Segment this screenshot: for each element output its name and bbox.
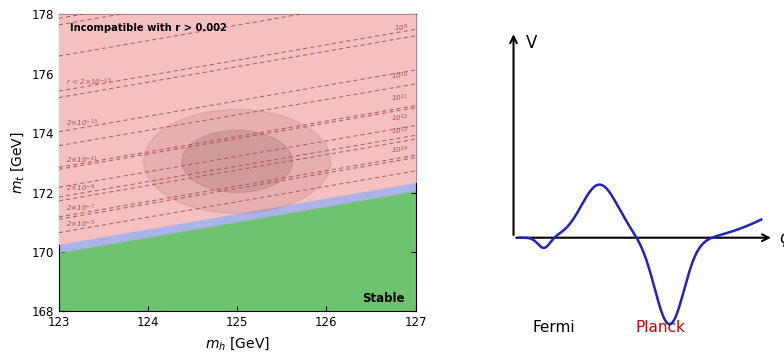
Text: $\phi$: $\phi$ [779, 227, 784, 249]
Text: 10$^{14}$: 10$^{14}$ [391, 144, 408, 156]
Text: 10$^{13}$: 10$^{13}$ [391, 126, 408, 137]
Ellipse shape [143, 109, 331, 213]
Text: Fermi: Fermi [533, 320, 575, 335]
Text: Incompatible with r > 0.002: Incompatible with r > 0.002 [70, 24, 227, 33]
X-axis label: $m_h$ [GeV]: $m_h$ [GeV] [205, 335, 270, 352]
Text: 2×10$^{-9}$: 2×10$^{-9}$ [66, 183, 95, 194]
Text: 2×10$^{-11}$: 2×10$^{-11}$ [66, 155, 98, 167]
Text: Planck: Planck [636, 320, 686, 335]
Text: 2×10$^{-13}$: 2×10$^{-13}$ [66, 117, 98, 129]
Y-axis label: $m_t$ [GeV]: $m_t$ [GeV] [9, 131, 26, 194]
Text: 2×10$^{-7}$: 2×10$^{-7}$ [66, 203, 95, 214]
Ellipse shape [182, 130, 292, 193]
Text: 10$^9$: 10$^9$ [394, 23, 408, 34]
Text: Stable: Stable [362, 292, 405, 306]
Text: 10$^{11}$: 10$^{11}$ [391, 93, 408, 104]
Text: 10$^{10}$: 10$^{10}$ [391, 71, 408, 82]
Text: 2×10$^{-5}$: 2×10$^{-5}$ [66, 218, 95, 230]
Text: r < 2×10$^{-15}$: r < 2×10$^{-15}$ [66, 77, 112, 88]
Text: 10$^{12}$: 10$^{12}$ [391, 113, 408, 124]
Text: V: V [526, 34, 538, 52]
